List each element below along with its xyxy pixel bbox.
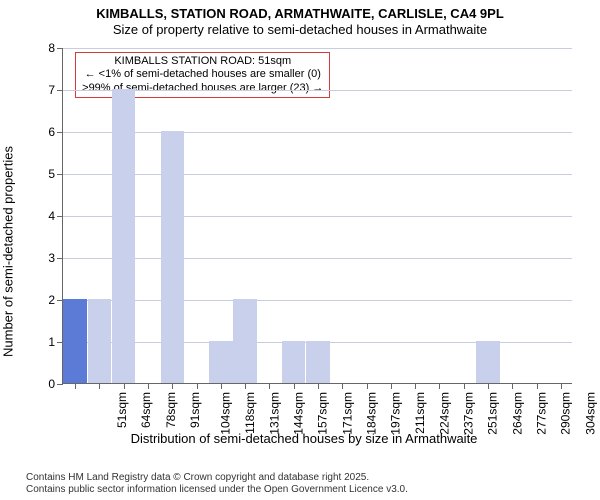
x-tick-label: 171sqm — [340, 392, 354, 435]
y-tick-label: 1 — [39, 335, 55, 349]
x-tick — [512, 383, 513, 389]
y-axis-label: Number of semi-detached properties — [1, 146, 16, 357]
x-tick — [269, 383, 270, 389]
x-tick-label: 64sqm — [139, 392, 153, 428]
x-tick — [124, 383, 125, 389]
y-tick — [57, 300, 63, 301]
page-subtitle: Size of property relative to semi-detach… — [0, 22, 600, 37]
x-tick — [391, 383, 392, 389]
y-tick-label: 3 — [39, 251, 55, 265]
plot-area: KIMBALLS STATION ROAD: 51sqm ← <1% of se… — [62, 48, 572, 384]
x-tick — [342, 383, 343, 389]
gridline — [63, 216, 572, 217]
footer: Contains HM Land Registry data © Crown c… — [26, 472, 408, 496]
x-tick — [318, 383, 319, 389]
x-tick — [367, 383, 368, 389]
x-tick-label: 277sqm — [535, 392, 549, 435]
gridline — [63, 132, 572, 133]
y-tick — [57, 48, 63, 49]
y-tick-label: 4 — [39, 209, 55, 223]
y-tick-label: 7 — [39, 83, 55, 97]
x-tick-label: 264sqm — [510, 392, 524, 435]
x-tick — [197, 383, 198, 389]
bar — [63, 299, 86, 383]
y-tick — [57, 174, 63, 175]
x-tick — [439, 383, 440, 389]
y-tick — [57, 258, 63, 259]
gridline — [63, 300, 572, 301]
x-tick-label: 104sqm — [219, 392, 233, 435]
y-tick — [57, 132, 63, 133]
x-tick-label: 251sqm — [486, 392, 500, 435]
chart-container: Number of semi-detached properties KIMBA… — [28, 44, 580, 444]
gridline — [63, 258, 572, 259]
x-tick-label: 157sqm — [316, 392, 330, 435]
x-tick-label: 131sqm — [268, 392, 282, 435]
bar — [209, 341, 232, 383]
x-axis-label: Distribution of semi-detached houses by … — [131, 431, 478, 446]
x-tick — [488, 383, 489, 389]
annotation-line1: KIMBALLS STATION ROAD: 51sqm — [82, 55, 323, 68]
x-tick — [172, 383, 173, 389]
x-tick-label: 78sqm — [164, 392, 178, 428]
x-tick — [415, 383, 416, 389]
y-tick — [57, 216, 63, 217]
annotation-line2: ← <1% of semi-detached houses are smalle… — [82, 68, 323, 81]
x-tick — [148, 383, 149, 389]
bar — [306, 341, 329, 383]
x-tick-label: 91sqm — [188, 392, 202, 428]
gridline — [63, 90, 572, 91]
bar — [161, 131, 184, 383]
x-tick — [464, 383, 465, 389]
y-tick-label: 2 — [39, 293, 55, 307]
x-tick-label: 237sqm — [462, 392, 476, 435]
x-tick-label: 184sqm — [365, 392, 379, 435]
y-tick-label: 6 — [39, 125, 55, 139]
x-tick — [75, 383, 76, 389]
y-tick — [57, 384, 63, 385]
x-tick-label: 224sqm — [438, 392, 452, 435]
gridline — [63, 48, 572, 49]
bar — [476, 341, 499, 383]
bar — [233, 299, 256, 383]
x-tick-label: 118sqm — [242, 392, 256, 434]
x-tick-label: 304sqm — [583, 392, 597, 435]
x-tick — [294, 383, 295, 389]
y-tick — [57, 342, 63, 343]
y-tick-label: 8 — [39, 41, 55, 55]
x-tick-label: 51sqm — [115, 392, 129, 428]
page-title: KIMBALLS, STATION ROAD, ARMATHWAITE, CAR… — [0, 6, 600, 21]
y-tick — [57, 90, 63, 91]
x-tick — [221, 383, 222, 389]
bar — [88, 299, 111, 383]
x-tick — [561, 383, 562, 389]
x-tick — [245, 383, 246, 389]
x-tick — [99, 383, 100, 389]
gridline — [63, 174, 572, 175]
footer-line2: Contains public sector information licen… — [26, 484, 408, 496]
y-tick-label: 0 — [39, 377, 55, 391]
footer-line1: Contains HM Land Registry data © Crown c… — [26, 472, 408, 484]
bar — [282, 341, 305, 383]
y-tick-label: 5 — [39, 167, 55, 181]
x-tick-label: 211sqm — [412, 392, 426, 434]
x-tick — [537, 383, 538, 389]
x-tick-label: 144sqm — [292, 392, 306, 435]
x-tick-label: 197sqm — [389, 392, 403, 435]
x-tick-label: 290sqm — [559, 392, 573, 435]
bar — [112, 89, 135, 383]
